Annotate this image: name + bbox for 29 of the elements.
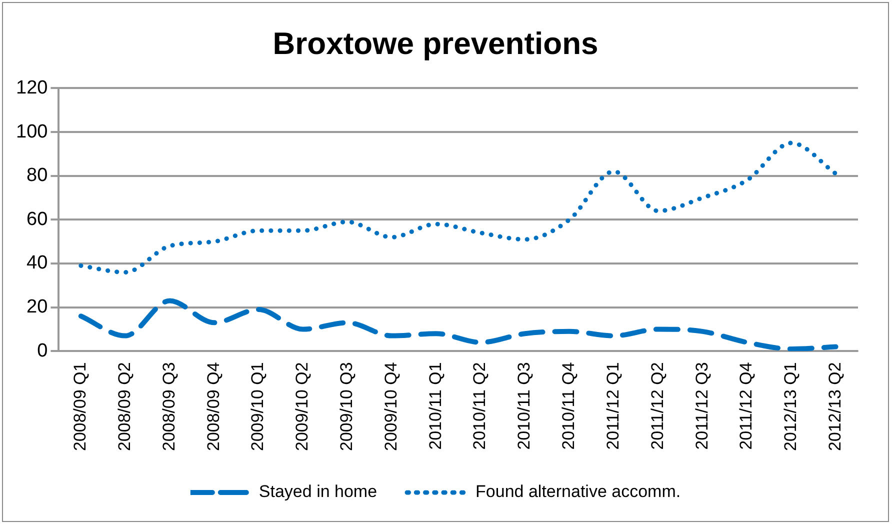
y-tick-label: 20 xyxy=(26,296,48,318)
x-tick-label: 2011/12 Q3 xyxy=(692,362,712,450)
x-tick-label: 2012/13 Q2 xyxy=(825,362,844,452)
x-tick-label: 2012/13 Q1 xyxy=(781,362,800,452)
y-tick-label: 0 xyxy=(37,340,48,362)
x-tick-label: 2010/11 Q4 xyxy=(559,362,578,450)
x-tick-label: 2009/10 Q2 xyxy=(292,362,312,452)
x-tick-label: 2008/09 Q2 xyxy=(114,362,134,452)
x-tick-label: 2008/09 Q1 xyxy=(70,362,90,452)
x-tick-label: 2010/11 Q3 xyxy=(514,362,534,450)
x-tick-label: 2011/12 Q4 xyxy=(736,362,756,450)
x-tick-label: 2008/09 Q4 xyxy=(204,362,223,452)
x-tick-label: 2010/11 Q2 xyxy=(470,362,490,450)
legend-label: Found alternative accomm. xyxy=(476,482,681,502)
x-tick-label: 2010/11 Q1 xyxy=(426,362,445,450)
legend-label: Stayed in home xyxy=(258,482,378,502)
chart-title: Broxtowe preventions xyxy=(272,26,598,62)
x-tick-label: 2009/10 Q1 xyxy=(248,362,268,452)
y-tick-label: 100 xyxy=(16,121,48,142)
x-tick-label: 2011/12 Q2 xyxy=(648,362,667,450)
x-tick-label: 2009/10 Q4 xyxy=(381,362,400,452)
x-tick-label: 2009/10 Q3 xyxy=(337,362,356,452)
y-tick-label: 40 xyxy=(26,252,48,274)
x-tick-label: 2008/09 Q3 xyxy=(159,362,178,452)
x-tick-label: 2011/12 Q1 xyxy=(603,362,622,450)
line-series xyxy=(78,140,838,275)
y-tick-label: 60 xyxy=(26,208,48,230)
y-tick-label: 120 xyxy=(16,77,48,98)
y-tick-label: 80 xyxy=(26,165,48,186)
